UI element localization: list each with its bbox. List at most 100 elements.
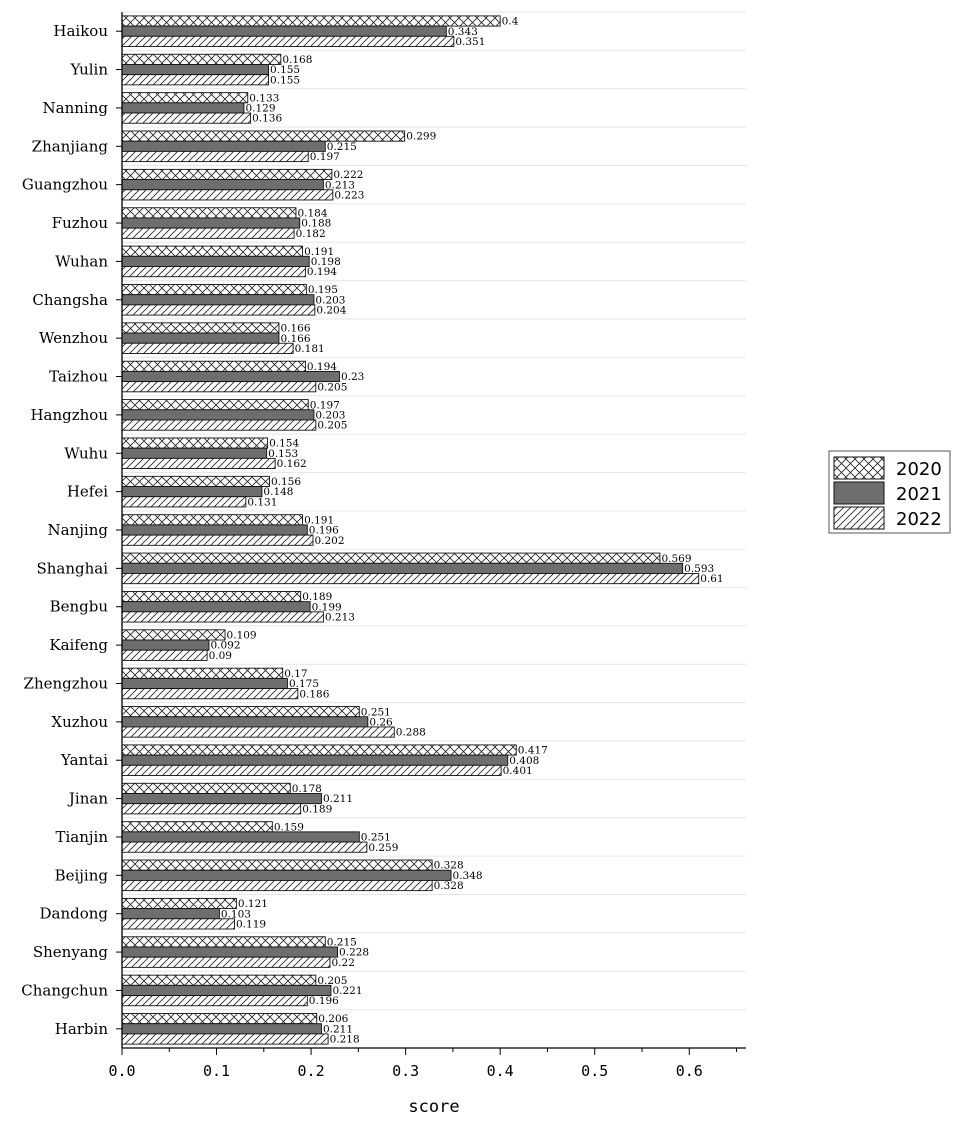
data-label-2022-wuhu: 0.162 — [277, 458, 307, 470]
x-tick-label: 0.4 — [487, 1062, 514, 1080]
bar-2021-nanning — [121, 102, 245, 114]
bar-2020-dandong — [121, 897, 237, 910]
bar-2021-zhanjiang — [121, 140, 326, 152]
legend-label-2022: 2022 — [896, 509, 942, 530]
data-label-2021-yantai: 0.408 — [509, 755, 539, 767]
data-label-2021-hangzhou: 0.203 — [315, 409, 345, 421]
grid — [122, 11, 746, 1049]
category-label-shenyang: Shenyang — [33, 943, 109, 961]
data-label-2022-dandong: 0.119 — [236, 919, 266, 931]
bar-2022-jinan — [121, 803, 302, 815]
x-tick-label: 0.3 — [392, 1062, 419, 1080]
bar-2022-hangzhou — [121, 419, 317, 431]
bar-2022-bengbu — [121, 611, 324, 623]
bar-2022-beijing — [121, 879, 433, 892]
bar-2020-zhengzhou — [121, 667, 284, 679]
bar-2020-shenyang — [121, 936, 326, 948]
category-label-changsha: Changsha — [32, 291, 108, 309]
bar-2022-xuzhou — [121, 726, 395, 738]
bar-2020-kaifeng — [121, 629, 226, 641]
bar-2020-bengbu — [121, 590, 302, 603]
data-label-2020-hefei: 0.156 — [271, 476, 301, 488]
data-label-2021-fuzhou: 0.188 — [301, 218, 331, 230]
x-tick-label: 0.5 — [581, 1062, 608, 1080]
bar-2020-wenzhou — [121, 322, 280, 334]
data-label-2021-guangzhou: 0.213 — [325, 179, 355, 191]
data-label-2022-hefei: 0.131 — [247, 496, 277, 508]
bar-2021-fuzhou — [121, 217, 301, 229]
data-label-2021-wuhu: 0.153 — [268, 448, 298, 460]
bar-2020-haikou — [121, 15, 501, 27]
data-label-2021-tianjin: 0.251 — [361, 832, 391, 844]
bar-2021-changsha — [121, 294, 315, 306]
bar-2021-wenzhou — [121, 332, 280, 344]
bar-2020-guangzhou — [121, 168, 333, 181]
bar-2020-hefei — [121, 475, 270, 487]
category-label-xuzhou: Xuzhou — [51, 713, 108, 731]
category-label-yulin: Yulin — [69, 61, 108, 79]
category-label-wuhan: Wuhan — [55, 252, 108, 270]
data-label-2021-bengbu: 0.199 — [312, 601, 342, 613]
data-label-2020-haikou: 0.4 — [502, 16, 519, 28]
category-label-hangzhou: Hangzhou — [30, 406, 108, 424]
category-label-yantai: Yantai — [60, 751, 108, 769]
bar-2022-yulin — [121, 74, 270, 86]
bar-2021-haikou — [121, 25, 447, 37]
data-label-2022-xuzhou: 0.288 — [396, 727, 426, 739]
data-label-2022-taizhou: 0.205 — [317, 381, 347, 393]
category-label-tianjin: Tianjin — [55, 828, 108, 846]
category-label-nanning: Nanning — [43, 99, 109, 117]
bar-2020-wuhan — [121, 245, 304, 257]
data-label-2022-shanghai: 0.61 — [700, 573, 723, 585]
data-label-2020-xuzhou: 0.251 — [361, 706, 391, 718]
data-label-2022-yantai: 0.401 — [503, 765, 533, 777]
data-label-2022-changsha: 0.204 — [316, 305, 346, 317]
bar-2022-haikou — [121, 35, 455, 47]
x-tick-label: 0.2 — [298, 1062, 325, 1080]
bar-2022-guangzhou — [121, 189, 334, 201]
bar-2022-nanjing — [121, 534, 314, 546]
category-label-changchun: Changchun — [21, 981, 108, 999]
data-label-2022-zhanjiang: 0.197 — [310, 151, 340, 163]
data-label-2022-wenzhou: 0.181 — [295, 343, 325, 355]
bar-2021-jinan — [121, 793, 322, 805]
category-label-nanjing: Nanjing — [48, 521, 109, 539]
bar-2022-shenyang — [121, 956, 331, 968]
bar-2020-beijing — [121, 859, 433, 871]
bar-2022-changchun — [121, 995, 308, 1007]
x-tick-label: 0.1 — [203, 1062, 230, 1080]
data-label-2022-haikou: 0.351 — [455, 36, 485, 48]
data-label-2021-zhengzhou: 0.175 — [289, 678, 319, 690]
data-label-2022-shenyang: 0.22 — [332, 957, 355, 969]
bar-2020-tianjin — [121, 821, 273, 833]
bar-2022-wuhu — [121, 457, 276, 470]
bar-2020-shanghai — [121, 552, 661, 564]
bar-2022-yantai — [121, 764, 502, 776]
data-label-2020-fuzhou: 0.184 — [297, 207, 327, 219]
category-label-fuzhou: Fuzhou — [52, 214, 109, 232]
data-label-2022-changchun: 0.196 — [309, 995, 339, 1007]
bar-2022-zhengzhou — [121, 688, 299, 700]
data-label-2020-taizhou: 0.194 — [307, 361, 337, 373]
x-tick-label: 0.0 — [108, 1062, 135, 1080]
bar-2020-zhanjiang — [121, 130, 406, 142]
data-label-2022-zhengzhou: 0.186 — [299, 688, 329, 700]
bar-2020-yulin — [121, 53, 282, 65]
data-label-2020-bengbu: 0.189 — [302, 591, 332, 603]
bar-2020-xuzhou — [121, 706, 360, 718]
category-label-jinan: Jinan — [67, 790, 108, 808]
data-label-2021-changchun: 0.221 — [332, 985, 362, 997]
legend-label-2020: 2020 — [896, 459, 942, 480]
data-label-2022-yulin: 0.155 — [270, 74, 300, 86]
bar-2020-hangzhou — [121, 399, 309, 411]
bar-2020-nanjing — [121, 514, 304, 526]
category-label-beijing: Beijing — [55, 866, 109, 884]
data-label-2020-changchun: 0.205 — [317, 975, 347, 987]
data-label-2020-beijing: 0.328 — [434, 860, 464, 872]
data-label-2021-beijing: 0.348 — [453, 870, 483, 882]
bar-2021-nanjing — [121, 524, 308, 536]
bar-2022-fuzhou — [121, 227, 295, 239]
bar-2021-beijing — [121, 869, 452, 881]
category-label-wenzhou: Wenzhou — [39, 329, 108, 347]
category-label-dandong: Dandong — [39, 905, 108, 923]
